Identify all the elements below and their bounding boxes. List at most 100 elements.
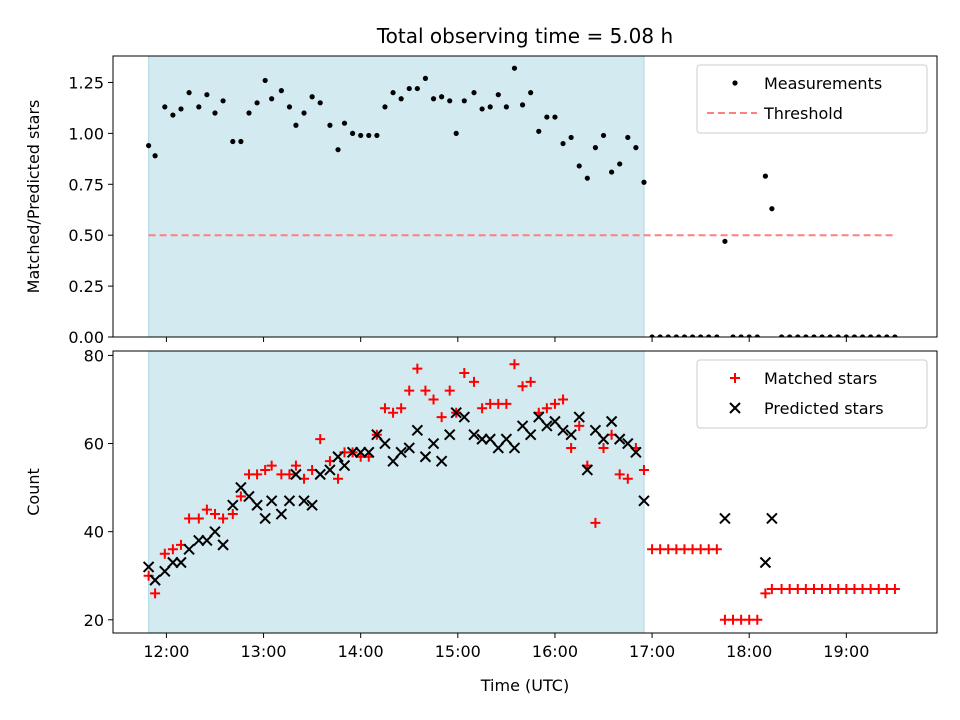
predicted-star-point (306, 499, 318, 511)
y-tick-label: 20 (84, 611, 104, 630)
matched-star-point (889, 583, 900, 594)
measurement-point (665, 334, 671, 337)
measurement-point (358, 132, 364, 139)
measurement-point (439, 94, 445, 100)
predicted-star-point (468, 429, 480, 441)
predicted-star-point (516, 420, 529, 432)
x-tick-label: 18:00 (726, 642, 772, 661)
matched-star-point (517, 381, 528, 392)
predicted-star-point (379, 437, 391, 450)
predicted-star-point (508, 442, 521, 454)
predicted-star-point (201, 534, 213, 547)
measurement-point (769, 206, 775, 212)
measurement-point (657, 334, 663, 337)
matched-star-point (420, 385, 431, 396)
predicted-star-point (605, 415, 618, 428)
predicted-star-point (533, 411, 545, 423)
measurement-point (876, 334, 882, 337)
y-tick-label: 40 (84, 523, 104, 542)
predicted-star-point (766, 512, 778, 525)
measurement-point (811, 334, 817, 337)
legend-label: Measurements (764, 74, 882, 93)
matched-star-point (159, 548, 170, 559)
legend-label: Predicted stars (764, 399, 884, 418)
measurement-point (286, 104, 293, 110)
matched-star-point (218, 513, 229, 524)
legend-marker-predicted (729, 402, 741, 414)
measurement-point (511, 65, 518, 71)
measurement-point (868, 334, 874, 337)
measurement-point (584, 175, 590, 181)
measurement-point (220, 98, 226, 104)
measurement-point (536, 128, 542, 134)
matched-star-point (501, 398, 512, 409)
legend-label: Threshold (763, 104, 843, 123)
predicted-star-point (142, 561, 155, 573)
x-axis-label: Time (UTC) (480, 676, 569, 695)
predicted-star-point (354, 446, 367, 459)
matched-star-point (574, 420, 585, 431)
measurement-point (689, 334, 696, 337)
measurement-point (528, 90, 534, 96)
measurement-point (859, 334, 866, 337)
predicted-star-point (265, 495, 278, 507)
legend-box (696, 359, 928, 429)
predicted-star-point (217, 539, 229, 551)
measurement-point (803, 334, 809, 337)
predicted-star-point (500, 433, 513, 445)
x-tick-label: 13:00 (240, 642, 286, 661)
matched-star-point (315, 434, 326, 445)
measurement-point (884, 334, 890, 337)
matched-star-point (711, 544, 722, 555)
measurement-point (430, 96, 437, 102)
measurement-point (366, 132, 372, 139)
matched-star-point (459, 368, 470, 379)
top-x-axis (165, 337, 847, 342)
predicted-star-point (492, 442, 504, 454)
matched-star-point (558, 394, 569, 405)
measurement-point (827, 334, 833, 337)
measurement-point (238, 138, 244, 145)
measurement-point (422, 75, 429, 81)
predicted-star-point (565, 429, 577, 441)
y-tick-label: 0.25 (68, 277, 104, 296)
measurement-point (641, 179, 647, 185)
measurement-point (673, 334, 679, 337)
predicted-star-point (167, 556, 179, 569)
x-tick-label: 16:00 (532, 642, 578, 661)
predicted-star-point (719, 512, 731, 525)
measurement-point (600, 132, 607, 139)
measurement-point (414, 85, 420, 92)
bottom-series-0 (143, 359, 900, 625)
predicted-star-point (314, 468, 326, 481)
measurement-point (398, 96, 404, 102)
matched-star-point (201, 504, 212, 515)
matched-star-point (227, 509, 238, 520)
matched-star-point (260, 464, 271, 475)
measurement-point (592, 145, 599, 151)
matched-star-point (525, 376, 536, 387)
y-tick-label: 0.75 (68, 175, 104, 194)
matched-star-point (444, 385, 455, 396)
measurement-point (170, 112, 176, 118)
measurement-point (633, 145, 639, 151)
predicted-star-point (209, 525, 221, 538)
measurement-point (212, 110, 218, 116)
measurement-point (479, 106, 485, 112)
measurement-point (576, 163, 582, 169)
measurement-point (681, 334, 688, 337)
top-y-axis: 0.00 0.25 0.50 0.75 1.00 1.25 (68, 73, 113, 347)
predicted-star-point (395, 446, 407, 459)
measurement-point (374, 132, 380, 139)
predicted-star-point (193, 534, 205, 547)
matched-star-point (396, 403, 407, 414)
x-tick-label: 14:00 (338, 642, 384, 661)
predicted-star-point (613, 433, 626, 445)
matched-star-point (193, 513, 204, 524)
measurement-point (617, 161, 623, 167)
predicted-star-point (275, 508, 288, 520)
predicted-star-point (363, 446, 375, 459)
measurement-point (738, 334, 744, 337)
predicted-star-point (235, 481, 247, 494)
measurement-point (625, 134, 631, 141)
